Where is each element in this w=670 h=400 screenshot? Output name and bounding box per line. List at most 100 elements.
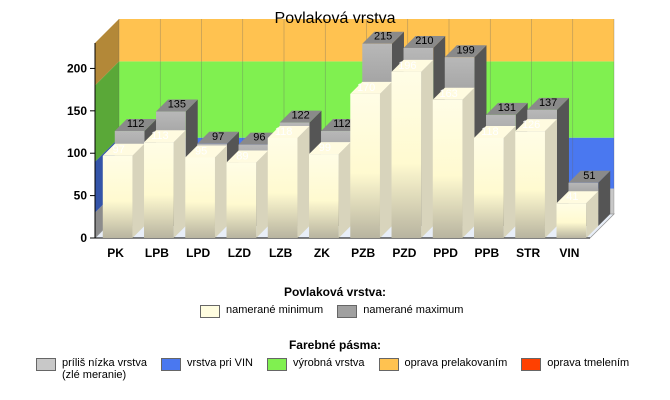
x-tick-label: PZD [392,246,416,260]
x-tick-label: PPD [433,246,458,260]
y-tick-label: 100 [67,146,87,160]
max-value-label: 122 [291,110,309,122]
max-bar-top [279,110,322,123]
min-bar-side [214,145,227,238]
legend-label: oprava prelakovaním [404,357,508,369]
min-bar-top [432,87,475,100]
min-value-label: 95 [195,145,207,157]
min-bar-side [338,142,351,238]
min-bar-top [350,81,392,94]
min-bar [267,137,298,238]
legend-label: výrobná vrstva [292,357,365,369]
min-bar-top [102,143,145,156]
bands-legend-title: Farebné pásma: [288,338,382,352]
y-tick-label: 0 [80,231,87,245]
x-tick-label: STR [516,246,540,260]
min-bar-side [379,81,392,238]
max-value-label: 51 [583,170,595,182]
min-bar [474,137,504,238]
x-tick-label: LPB [145,246,169,260]
min-value-label: 170 [357,82,375,94]
min-bar [144,142,174,238]
x-tick-label: VIN [559,246,579,260]
legend-label: vrstva pri VIN [186,357,253,369]
min-bar [350,93,380,238]
min-bar-side [503,125,516,238]
min-bar-top [309,142,351,155]
min-bar [309,154,339,238]
min-bar [391,71,422,239]
min-bar-side [544,119,557,238]
max-bar-top [444,45,487,58]
max-value-label: 215 [374,31,392,43]
x-tick-label: LPD [186,246,210,260]
min-bar [432,99,463,238]
min-bar [515,131,545,238]
y-tick-label: 200 [67,61,87,75]
band-legend-item: príliš nízka vrstva (zlé meranie) [36,357,147,381]
y-tick-label: 150 [67,104,87,118]
legend-swatch [378,358,399,371]
min-bar-top [391,59,434,72]
series-legend-item: namerané maximum [337,304,463,318]
min-value-label: 113 [151,130,169,142]
min-bar-side [297,125,310,238]
min-value-label: 89 [236,151,248,163]
x-tick-label: PK [107,246,124,260]
x-tick-label: LZB [269,246,293,260]
max-value-label: 96 [253,132,265,144]
x-tick-label: LZD [228,246,252,260]
y-tick-label: 50 [74,189,88,203]
band-legend-item: oprava prelakovaním [378,357,508,371]
min-bar-top [144,130,186,143]
min-value-label: 118 [481,126,499,138]
max-value-label: 131 [498,102,516,114]
min-value-label: 196 [398,60,416,72]
legend-label: namerané maximum [363,304,464,316]
band-side-2 [95,61,119,162]
min-value-label: 97 [113,144,125,156]
legend-label: namerané minimum [226,304,324,316]
max-value-label: 135 [168,99,186,111]
legend-swatch [266,358,287,371]
max-value-label: 137 [539,97,557,109]
x-tick-label: PPB [475,246,500,260]
series-legend: namerané minimum namerané maximum [200,304,477,318]
bands-legend: príliš nízka vrstva (zlé meranie) vrstva … [36,357,643,381]
legend-label: príliš nízka vrstva (zlé meranie) [62,357,147,381]
min-bar-top [556,191,599,204]
legend-swatch [337,305,358,318]
max-value-label: 112 [333,118,351,130]
min-bar [556,203,587,238]
min-bar-top [226,150,269,163]
min-bar-side [421,59,434,239]
bar-chart: 0 50 100 150 200 112 97 PK 135 113 LPB 97 95 LPD 96 89 L… [67,19,615,260]
band-legend-item: oprava tmelením [521,357,629,371]
series-legend-title: Povlaková vrstva: [283,285,387,299]
max-value-label: 112 [127,118,145,130]
legend-swatch [521,358,542,371]
max-bar-top [114,119,157,132]
max-bar-top [197,131,239,144]
min-bar [226,162,257,238]
legend-swatch [36,358,56,371]
x-tick-label: PZB [351,246,375,260]
min-bar-top [185,145,227,158]
min-bar-side [173,130,186,238]
max-bar-top [568,170,611,183]
max-value-label: 199 [456,44,474,56]
min-value-label: 163 [439,88,457,100]
max-bar-top [486,102,528,115]
band-legend-item: výrobná vrstva [266,357,365,371]
min-value-label: 41 [566,191,578,203]
min-bar [102,155,133,238]
max-value-label: 210 [415,35,433,47]
min-bar-side [586,191,599,238]
min-bar-top [474,125,516,138]
band-legend-item: vrstva pri VIN [160,357,253,371]
min-bar-top [267,125,310,138]
min-bar-side [462,87,475,238]
min-bar-side [256,150,269,238]
max-bar-top [527,97,569,110]
band-side-3 [95,19,119,86]
